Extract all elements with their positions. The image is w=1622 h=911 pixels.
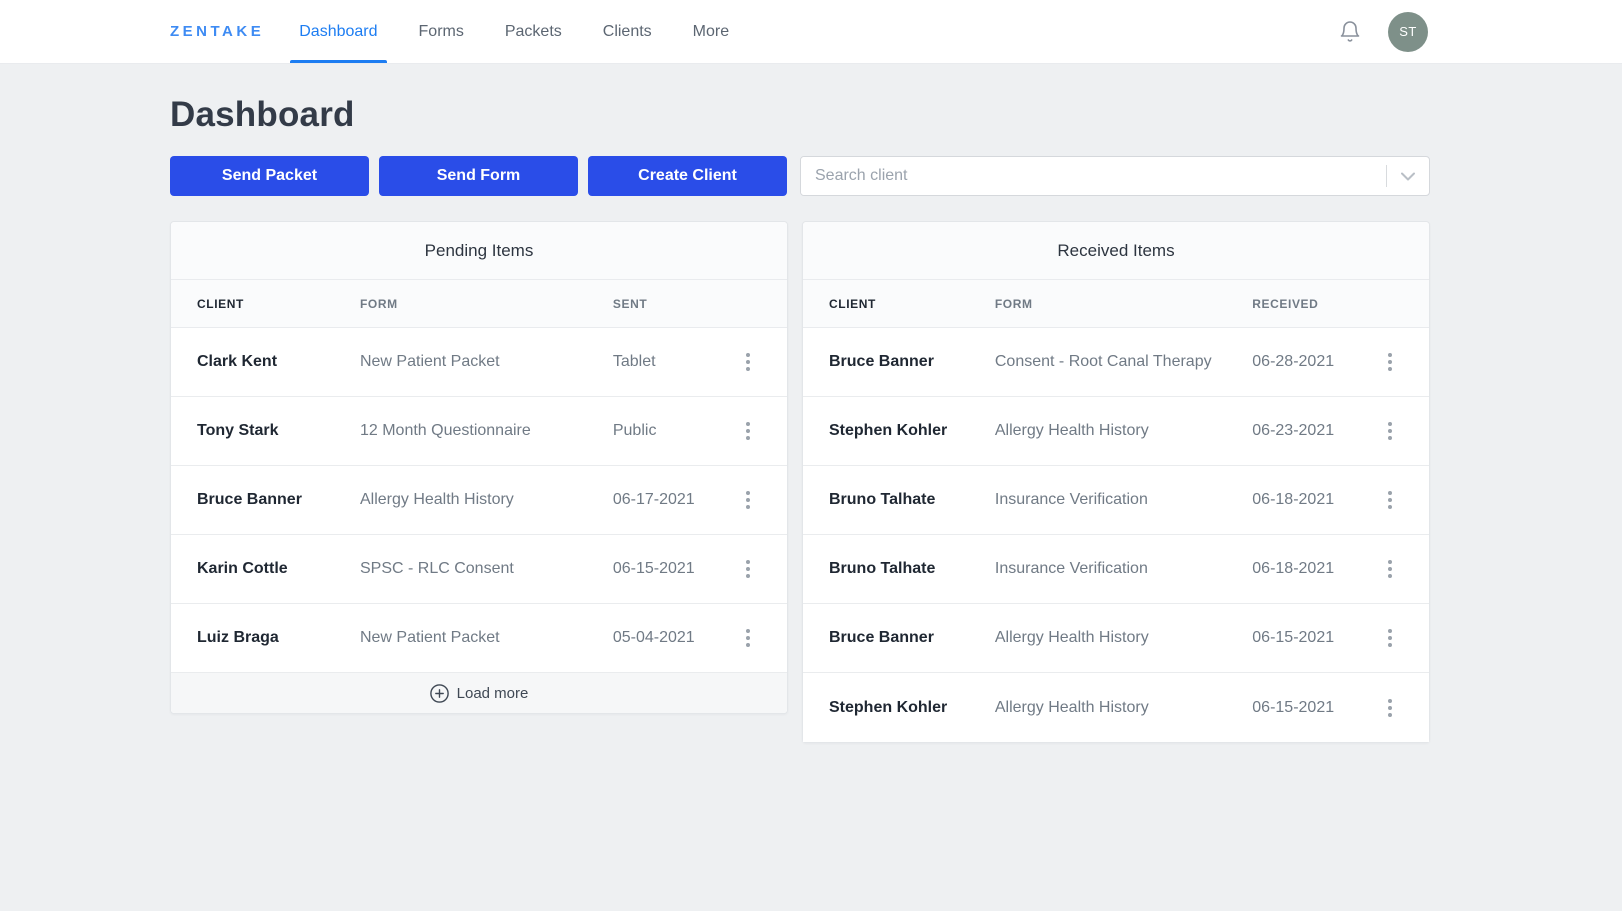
- cell-form: Insurance Verification: [994, 560, 1148, 577]
- cell-form: Allergy Health History: [359, 491, 514, 508]
- received-items-card: Received Items Client Form Received Bruc…: [802, 221, 1430, 743]
- send-packet-button[interactable]: Send Packet: [170, 156, 369, 196]
- cell-form: Insurance Verification: [994, 491, 1148, 508]
- column-header-form: Form: [994, 296, 1033, 311]
- kebab-menu-icon[interactable]: [737, 626, 759, 650]
- cell-client: Karin Cottle: [197, 560, 288, 577]
- table-row: Stephen Kohler Allergy Health History 06…: [803, 673, 1429, 742]
- cell-received: 06-18-2021: [1252, 491, 1335, 508]
- nav-item-label: Packets: [504, 22, 562, 40]
- main-content: Dashboard Send Packet Send Form Create C…: [0, 64, 1622, 743]
- cell-form: 12 Month Questionnaire: [359, 422, 531, 439]
- cell-client: Bruce Banner: [829, 353, 934, 370]
- cell-received: 06-15-2021: [1252, 629, 1335, 646]
- chevron-down-icon[interactable]: [1387, 157, 1429, 195]
- search-client-input[interactable]: [801, 157, 1386, 195]
- cell-sent: 06-17-2021: [612, 491, 695, 508]
- cell-form: Allergy Health History: [994, 629, 1149, 646]
- kebab-menu-icon[interactable]: [737, 557, 759, 581]
- nav-item-packets[interactable]: Packets: [502, 0, 565, 63]
- primary-nav: Dashboard Forms Packets Clients More: [290, 0, 767, 63]
- cell-client: Bruno Talhate: [829, 491, 936, 508]
- dashboard-tables: Pending Items Client Form Sent Clark Ken…: [170, 221, 1430, 743]
- cell-form: New Patient Packet: [359, 353, 500, 370]
- nav-item-clients[interactable]: Clients: [600, 0, 655, 63]
- received-rows: Bruce Banner Consent - Root Canal Therap…: [803, 328, 1429, 742]
- table-row: Luiz Braga New Patient Packet 05-04-2021: [171, 604, 787, 673]
- cell-received: 06-28-2021: [1252, 353, 1335, 370]
- cell-client: Stephen Kohler: [829, 422, 948, 439]
- cell-sent: Tablet: [612, 353, 656, 370]
- cell-client: Stephen Kohler: [829, 698, 948, 716]
- nav-right: ST: [1338, 0, 1428, 63]
- pending-items-card: Pending Items Client Form Sent Clark Ken…: [170, 221, 788, 714]
- received-items-title: Received Items: [803, 222, 1429, 280]
- actions-row: Send Packet Send Form Create Client: [170, 156, 1430, 196]
- cell-client: Luiz Braga: [197, 629, 279, 646]
- client-search-combobox: [800, 156, 1430, 196]
- received-column-headers: Client Form Received: [803, 280, 1429, 328]
- cell-client: Bruce Banner: [829, 629, 934, 646]
- cell-received: 06-18-2021: [1252, 560, 1335, 577]
- cell-client: Clark Kent: [197, 353, 278, 370]
- cell-client: Tony Stark: [197, 422, 279, 439]
- page-title: Dashboard: [170, 95, 355, 134]
- app-logo[interactable]: ZENTAKE: [170, 23, 265, 40]
- top-nav: ZENTAKE Dashboard Forms Packets Clients …: [0, 0, 1622, 64]
- column-header-received: Received: [1252, 296, 1319, 311]
- cell-sent: 05-04-2021: [612, 629, 695, 646]
- table-row: Bruce Banner Allergy Health History 06-1…: [171, 466, 787, 535]
- kebab-menu-icon[interactable]: [1379, 557, 1401, 581]
- table-row: Tony Stark 12 Month Questionnaire Public: [171, 397, 787, 466]
- nav-item-more[interactable]: More: [690, 0, 732, 63]
- table-row: Bruce Banner Consent - Root Canal Therap…: [803, 328, 1429, 397]
- nav-item-forms[interactable]: Forms: [416, 0, 467, 63]
- pending-column-headers: Client Form Sent: [171, 280, 787, 328]
- avatar[interactable]: ST: [1388, 11, 1428, 52]
- create-client-button[interactable]: Create Client: [588, 156, 787, 196]
- table-row: Stephen Kohler Allergy Health History 06…: [803, 397, 1429, 466]
- cell-form: SPSC - RLC Consent: [359, 560, 514, 577]
- column-header-sent: Sent: [612, 296, 648, 311]
- cell-sent: 06-15-2021: [612, 560, 695, 577]
- cell-sent: Public: [612, 422, 657, 439]
- nav-item-dashboard[interactable]: Dashboard: [290, 0, 387, 63]
- bell-icon[interactable]: [1338, 20, 1362, 44]
- kebab-menu-icon[interactable]: [737, 419, 759, 443]
- send-form-button[interactable]: Send Form: [379, 156, 578, 196]
- combobox-divider: [1386, 165, 1387, 187]
- nav-item-label: Dashboard: [299, 22, 378, 40]
- cell-form: Allergy Health History: [994, 698, 1149, 716]
- cell-form: Consent - Root Canal Therapy: [994, 353, 1212, 370]
- cell-form: New Patient Packet: [359, 629, 500, 646]
- kebab-menu-icon[interactable]: [1379, 350, 1401, 374]
- kebab-menu-icon[interactable]: [737, 350, 759, 374]
- nav-item-label: Forms: [418, 22, 464, 40]
- table-row: Bruce Banner Allergy Health History 06-1…: [803, 604, 1429, 673]
- table-row: Karin Cottle SPSC - RLC Consent 06-15-20…: [171, 535, 787, 604]
- cell-client: Bruno Talhate: [829, 560, 936, 577]
- kebab-menu-icon[interactable]: [1379, 626, 1401, 650]
- kebab-menu-icon[interactable]: [1379, 696, 1401, 720]
- load-more-button[interactable]: Load more: [171, 673, 787, 713]
- kebab-menu-icon[interactable]: [1379, 419, 1401, 443]
- pending-rows: Clark Kent New Patient Packet Tablet Ton…: [171, 328, 787, 673]
- table-row: Bruno Talhate Insurance Verification 06-…: [803, 535, 1429, 604]
- table-row: Clark Kent New Patient Packet Tablet: [171, 328, 787, 397]
- nav-item-label: Clients: [602, 22, 652, 40]
- cell-client: Bruce Banner: [197, 491, 302, 508]
- kebab-menu-icon[interactable]: [1379, 488, 1401, 512]
- cell-form: Allergy Health History: [994, 422, 1149, 439]
- kebab-menu-icon[interactable]: [737, 488, 759, 512]
- cell-received: 06-15-2021: [1252, 698, 1335, 716]
- column-header-client: Client: [829, 296, 876, 311]
- cell-received: 06-23-2021: [1252, 422, 1335, 439]
- table-row: Bruno Talhate Insurance Verification 06-…: [803, 466, 1429, 535]
- column-header-client: Client: [197, 296, 244, 311]
- nav-item-label: More: [692, 22, 730, 40]
- column-header-form: Form: [359, 296, 398, 311]
- load-more-label: Load more: [456, 684, 529, 702]
- pending-items-title: Pending Items: [171, 222, 787, 280]
- plus-circle-icon: [429, 683, 449, 703]
